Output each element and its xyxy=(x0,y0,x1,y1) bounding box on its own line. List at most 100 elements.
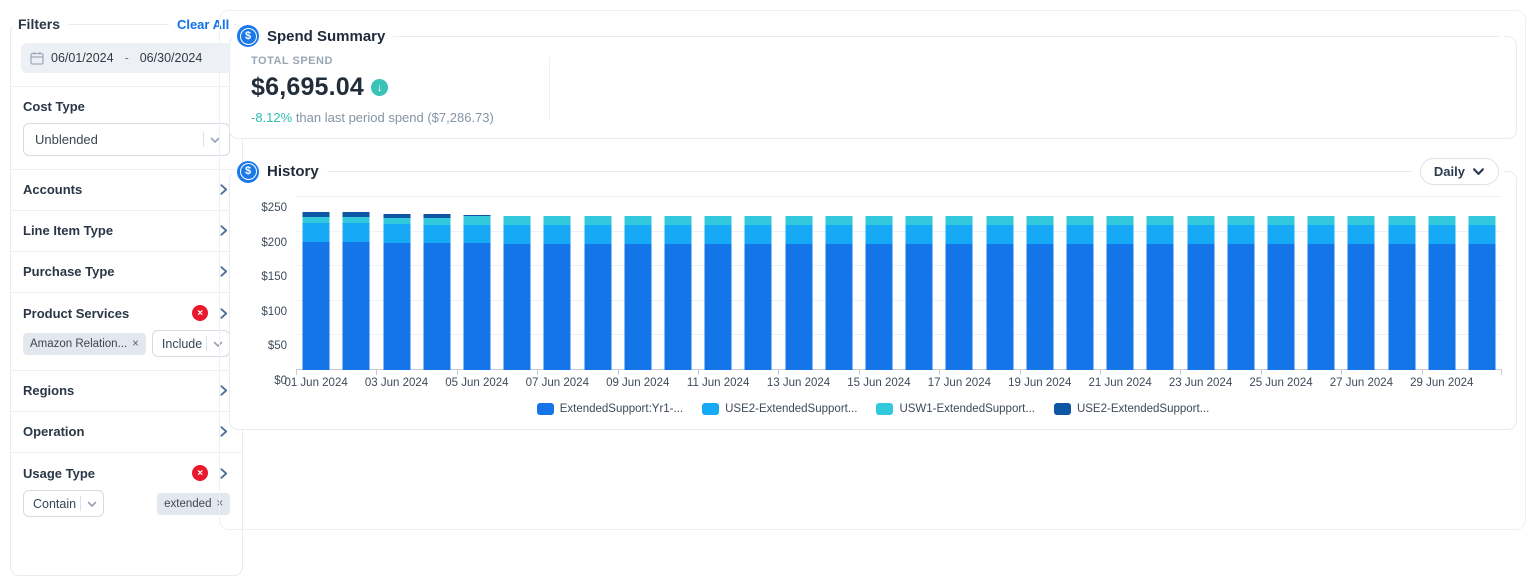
bar-segment[interactable] xyxy=(1026,244,1054,370)
stacked-bar[interactable] xyxy=(1106,197,1134,370)
bar-segment[interactable] xyxy=(423,224,451,244)
stacked-bar[interactable] xyxy=(584,197,612,370)
stacked-bar[interactable] xyxy=(825,197,853,370)
stacked-bar[interactable] xyxy=(1468,197,1496,370)
bar-segment[interactable] xyxy=(905,215,933,225)
bar-segment[interactable] xyxy=(302,212,330,218)
chevron-right-icon[interactable] xyxy=(217,307,230,320)
bar-segment[interactable] xyxy=(865,224,893,245)
stacked-bar[interactable] xyxy=(624,197,652,370)
stacked-bar[interactable] xyxy=(1187,197,1215,370)
sidebar-item-regions[interactable]: Regions xyxy=(11,370,243,411)
bar-segment[interactable] xyxy=(503,224,531,245)
bar-segment[interactable] xyxy=(986,244,1014,370)
bar-segment[interactable] xyxy=(1066,224,1094,245)
chip-close-icon[interactable]: × xyxy=(132,337,139,350)
sidebar-item-operation[interactable]: Operation xyxy=(11,411,243,452)
bar-segment[interactable] xyxy=(664,244,692,370)
contain-select[interactable]: Contain xyxy=(23,490,105,517)
bar-segment[interactable] xyxy=(624,215,652,225)
bar-segment[interactable] xyxy=(1026,215,1054,225)
bar-segment[interactable] xyxy=(463,216,491,226)
bar-segment[interactable] xyxy=(342,212,370,218)
bar-segment[interactable] xyxy=(704,215,732,225)
bar-segment[interactable] xyxy=(905,224,933,245)
bar-segment[interactable] xyxy=(1468,244,1496,370)
bar-segment[interactable] xyxy=(1146,215,1174,225)
bar-segment[interactable] xyxy=(865,244,893,370)
bar-segment[interactable] xyxy=(1388,224,1416,245)
bar-segment[interactable] xyxy=(945,244,973,370)
bar-segment[interactable] xyxy=(543,215,571,225)
date-range-input[interactable]: 06/01/2024 - 06/30/2024 xyxy=(21,43,233,73)
bar-segment[interactable] xyxy=(342,222,370,242)
filter-chip[interactable]: Amazon Relation... × xyxy=(23,332,146,355)
remove-filter-icon[interactable]: × xyxy=(192,465,209,481)
bar-segment[interactable] xyxy=(1187,244,1215,370)
bar-segment[interactable] xyxy=(986,224,1014,245)
bar-segment[interactable] xyxy=(785,244,813,370)
bar-segment[interactable] xyxy=(744,224,772,245)
stacked-bar[interactable] xyxy=(1146,197,1174,370)
bar-segment[interactable] xyxy=(503,244,531,370)
bar-segment[interactable] xyxy=(1428,244,1456,370)
stacked-bar[interactable] xyxy=(945,197,973,370)
legend-item[interactable]: USE2-ExtendedSupport... xyxy=(702,403,857,415)
bar-segment[interactable] xyxy=(1146,244,1174,370)
sidebar-item-accounts[interactable]: Accounts xyxy=(11,169,243,210)
stacked-bar[interactable] xyxy=(1267,197,1295,370)
bar-segment[interactable] xyxy=(1267,244,1295,370)
bar-segment[interactable] xyxy=(584,224,612,245)
bar-segment[interactable] xyxy=(744,244,772,370)
stacked-bar[interactable] xyxy=(1227,197,1255,370)
bar-segment[interactable] xyxy=(624,224,652,245)
stacked-bar[interactable] xyxy=(302,197,330,370)
bar-segment[interactable] xyxy=(704,224,732,245)
bar-segment[interactable] xyxy=(1187,224,1215,245)
bar-segment[interactable] xyxy=(624,244,652,370)
bar-segment[interactable] xyxy=(463,225,491,244)
bar-segment[interactable] xyxy=(785,224,813,245)
bar-segment[interactable] xyxy=(986,215,1014,225)
bar-segment[interactable] xyxy=(1267,224,1295,245)
bar-segment[interactable] xyxy=(463,243,491,370)
bar-segment[interactable] xyxy=(744,215,772,225)
stacked-bar[interactable] xyxy=(1347,197,1375,370)
remove-filter-icon[interactable]: × xyxy=(192,305,209,321)
stacked-bar[interactable] xyxy=(342,197,370,370)
bar-segment[interactable] xyxy=(704,244,732,370)
bar-segment[interactable] xyxy=(342,241,370,370)
bar-segment[interactable] xyxy=(1146,224,1174,245)
bar-segment[interactable] xyxy=(1066,215,1094,225)
stacked-bar[interactable] xyxy=(1388,197,1416,370)
stacked-bar[interactable] xyxy=(785,197,813,370)
bar-segment[interactable] xyxy=(785,215,813,225)
bar-segment[interactable] xyxy=(503,215,531,225)
bar-segment[interactable] xyxy=(543,224,571,245)
bar-segment[interactable] xyxy=(945,215,973,225)
legend-item[interactable]: USW1-ExtendedSupport... xyxy=(876,403,1035,415)
bar-segment[interactable] xyxy=(865,215,893,225)
stacked-bar[interactable] xyxy=(744,197,772,370)
bar-segment[interactable] xyxy=(1428,215,1456,225)
bar-segment[interactable] xyxy=(1468,224,1496,245)
bar-segment[interactable] xyxy=(1227,244,1255,370)
bar-segment[interactable] xyxy=(825,224,853,245)
bar-segment[interactable] xyxy=(1227,224,1255,245)
bar-segment[interactable] xyxy=(1307,215,1335,225)
granularity-select[interactable]: Daily xyxy=(1419,158,1499,185)
stacked-bar[interactable] xyxy=(905,197,933,370)
stacked-bar[interactable] xyxy=(1066,197,1094,370)
bar-segment[interactable] xyxy=(825,244,853,370)
bar-segment[interactable] xyxy=(1066,244,1094,370)
bar-segment[interactable] xyxy=(423,243,451,370)
bar-segment[interactable] xyxy=(383,213,410,218)
sidebar-item-line-item-type[interactable]: Line Item Type xyxy=(11,210,243,251)
stacked-bar[interactable] xyxy=(503,197,531,370)
stacked-bar[interactable] xyxy=(865,197,893,370)
bar-segment[interactable] xyxy=(1187,215,1215,225)
bar-segment[interactable] xyxy=(1307,224,1335,245)
bar-segment[interactable] xyxy=(1388,244,1416,370)
bar-segment[interactable] xyxy=(664,224,692,245)
stacked-bar[interactable] xyxy=(463,197,491,370)
